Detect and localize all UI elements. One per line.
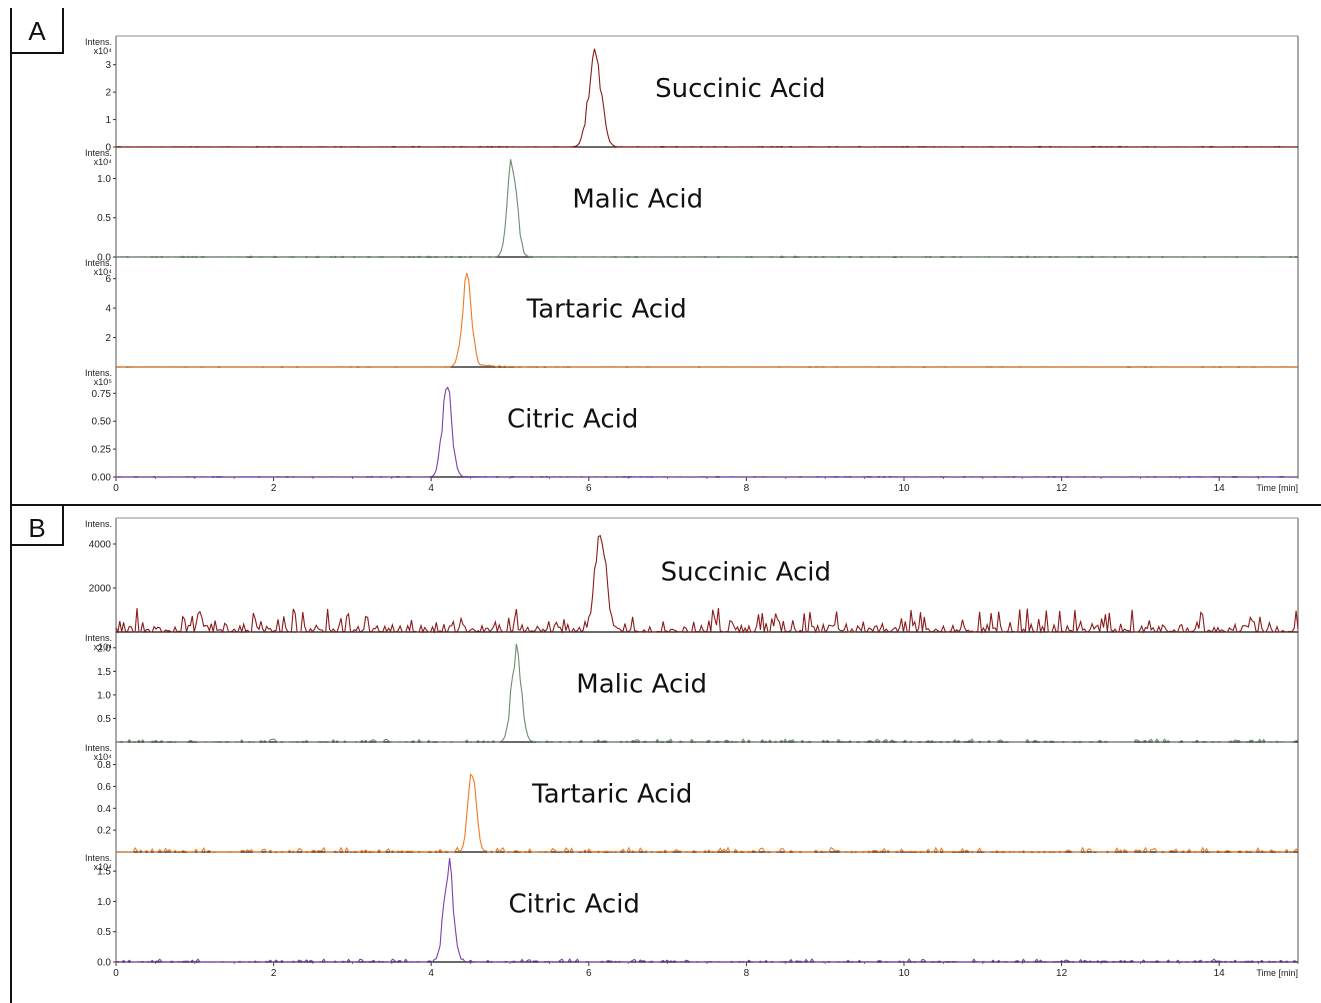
x-tick-label: 0 bbox=[113, 968, 119, 979]
y-tick-label: 0.5 bbox=[97, 714, 111, 725]
y-tick-label: 4000 bbox=[89, 540, 112, 551]
signal-line bbox=[116, 159, 1299, 258]
compound-label: Malic Acid bbox=[572, 185, 703, 215]
y-exponent-label: x10⁴ bbox=[94, 752, 113, 762]
y-tick-label: 3 bbox=[105, 60, 111, 71]
y-unit-label: Intens. bbox=[85, 37, 112, 47]
x-tick-label: 14 bbox=[1214, 968, 1226, 979]
signal-line bbox=[116, 386, 1299, 478]
trace-succinic-acid: Intens.x10⁴ 0 1 2 3 Succinic Acid bbox=[85, 37, 1299, 154]
y-tick-label: 0.50 bbox=[92, 417, 112, 428]
y-tick-label: 4 bbox=[105, 304, 111, 315]
x-tick-label: 4 bbox=[428, 968, 434, 979]
y-tick-label: 0.0 bbox=[97, 253, 111, 264]
y-exponent-label: x10⁴ bbox=[94, 46, 113, 56]
trace-citric-acid: Intens.x10⁵ 0.00 0.25 0.50 0.75 Citric Acid bbox=[85, 368, 1299, 484]
signal-line bbox=[115, 272, 1298, 368]
y-tick-label: 0 bbox=[105, 143, 111, 154]
y-tick-label: 1.0 bbox=[97, 897, 111, 908]
y-exponent-label: x10⁴ bbox=[94, 642, 113, 652]
x-tick-label: 6 bbox=[586, 968, 592, 979]
y-tick-label: 0.5 bbox=[97, 927, 111, 938]
compound-label: Succinic Acid bbox=[661, 558, 831, 588]
x-tick-label: 4 bbox=[428, 483, 434, 494]
y-unit-label: Intens. bbox=[85, 368, 112, 378]
signal-line bbox=[115, 48, 1299, 148]
y-tick-label: 1 bbox=[105, 115, 111, 126]
y-tick-label: 2.0 bbox=[97, 643, 111, 654]
trace-malic-acid: Intens.x10⁴ 0.5 1.0 1.5 2.0 Malic Acid bbox=[85, 633, 1299, 743]
signal-line bbox=[115, 534, 1299, 635]
y-tick-label: 0.2 bbox=[97, 826, 111, 837]
y-tick-label: 2 bbox=[105, 88, 111, 99]
x-tick-label: 14 bbox=[1214, 483, 1226, 494]
y-tick-label: 1.5 bbox=[97, 867, 111, 878]
signal-line bbox=[115, 858, 1299, 963]
panel-label-box bbox=[11, 505, 64, 546]
y-tick-label: 2 bbox=[105, 333, 111, 344]
trace-tartaric-acid: Intens.x10⁴ 2 4 6 Tartaric Acid bbox=[85, 258, 1298, 368]
x-axis-label: Time [min] bbox=[1256, 968, 1298, 978]
x-tick-label: 8 bbox=[744, 483, 750, 494]
y-exponent-label: x10⁴ bbox=[94, 157, 113, 167]
x-tick-label: 6 bbox=[586, 483, 592, 494]
y-exponent-label: x10⁴ bbox=[94, 862, 113, 872]
trace-succinic-acid: Intens. 2000 4000 Succinic Acid bbox=[85, 519, 1299, 635]
y-tick-label: 0.75 bbox=[92, 389, 112, 400]
y-tick-label: 6 bbox=[105, 274, 111, 285]
compound-label: Tartaric Acid bbox=[531, 780, 692, 810]
x-tick-label: 10 bbox=[898, 968, 910, 979]
x-tick-label: 2 bbox=[271, 968, 277, 979]
y-exponent-label: x10⁵ bbox=[94, 377, 113, 387]
compound-label: Tartaric Acid bbox=[526, 295, 687, 325]
y-unit-label: Intens. bbox=[85, 148, 112, 158]
y-tick-label: 1.0 bbox=[97, 174, 111, 185]
y-unit-label: Intens. bbox=[85, 519, 112, 529]
y-tick-label: 0.6 bbox=[97, 782, 111, 793]
compound-label: Citric Acid bbox=[509, 890, 640, 920]
y-exponent-label: x10⁴ bbox=[94, 267, 113, 277]
y-tick-label: 0.8 bbox=[97, 760, 111, 771]
x-tick-label: 12 bbox=[1056, 483, 1068, 494]
trace-citric-acid: Intens.x10⁴ 0.0 0.5 1.0 1.5 Citric Acid bbox=[85, 853, 1299, 969]
x-tick-label: 10 bbox=[898, 483, 910, 494]
x-tick-label: 8 bbox=[744, 968, 750, 979]
y-tick-label: 0.0 bbox=[97, 958, 111, 969]
compound-label: Citric Acid bbox=[507, 405, 638, 435]
figure-frame bbox=[10, 8, 1321, 1003]
y-tick-label: 0.4 bbox=[97, 804, 111, 815]
x-axis-label: Time [min] bbox=[1256, 483, 1298, 493]
x-tick-label: 12 bbox=[1056, 968, 1068, 979]
y-tick-label: 2000 bbox=[89, 584, 112, 595]
y-tick-label: 1.5 bbox=[97, 667, 111, 678]
signal-line bbox=[116, 643, 1299, 743]
y-tick-label: 0.00 bbox=[92, 473, 112, 484]
y-unit-label: Intens. bbox=[85, 258, 112, 268]
x-tick-label: 2 bbox=[271, 483, 277, 494]
panel-label-box bbox=[11, 8, 64, 54]
compound-label: Succinic Acid bbox=[655, 74, 825, 104]
y-tick-label: 0.5 bbox=[97, 213, 111, 224]
signal-line bbox=[115, 773, 1299, 854]
trace-tartaric-acid: Intens.x10⁴ 0.2 0.4 0.6 0.8 Tartaric Acid bbox=[85, 743, 1299, 854]
y-tick-label: 1.0 bbox=[97, 690, 111, 701]
compound-label: Malic Acid bbox=[576, 670, 707, 700]
y-tick-label: 0.25 bbox=[92, 445, 112, 456]
trace-malic-acid: Intens.x10⁴ 0.0 0.5 1.0 Malic Acid bbox=[85, 148, 1299, 264]
panel-label: A bbox=[28, 16, 46, 46]
x-tick-label: 0 bbox=[113, 483, 119, 494]
y-unit-label: Intens. bbox=[85, 633, 112, 643]
panel-label: B bbox=[28, 513, 45, 543]
y-unit-label: Intens. bbox=[85, 853, 112, 863]
y-unit-label: Intens. bbox=[85, 743, 112, 753]
